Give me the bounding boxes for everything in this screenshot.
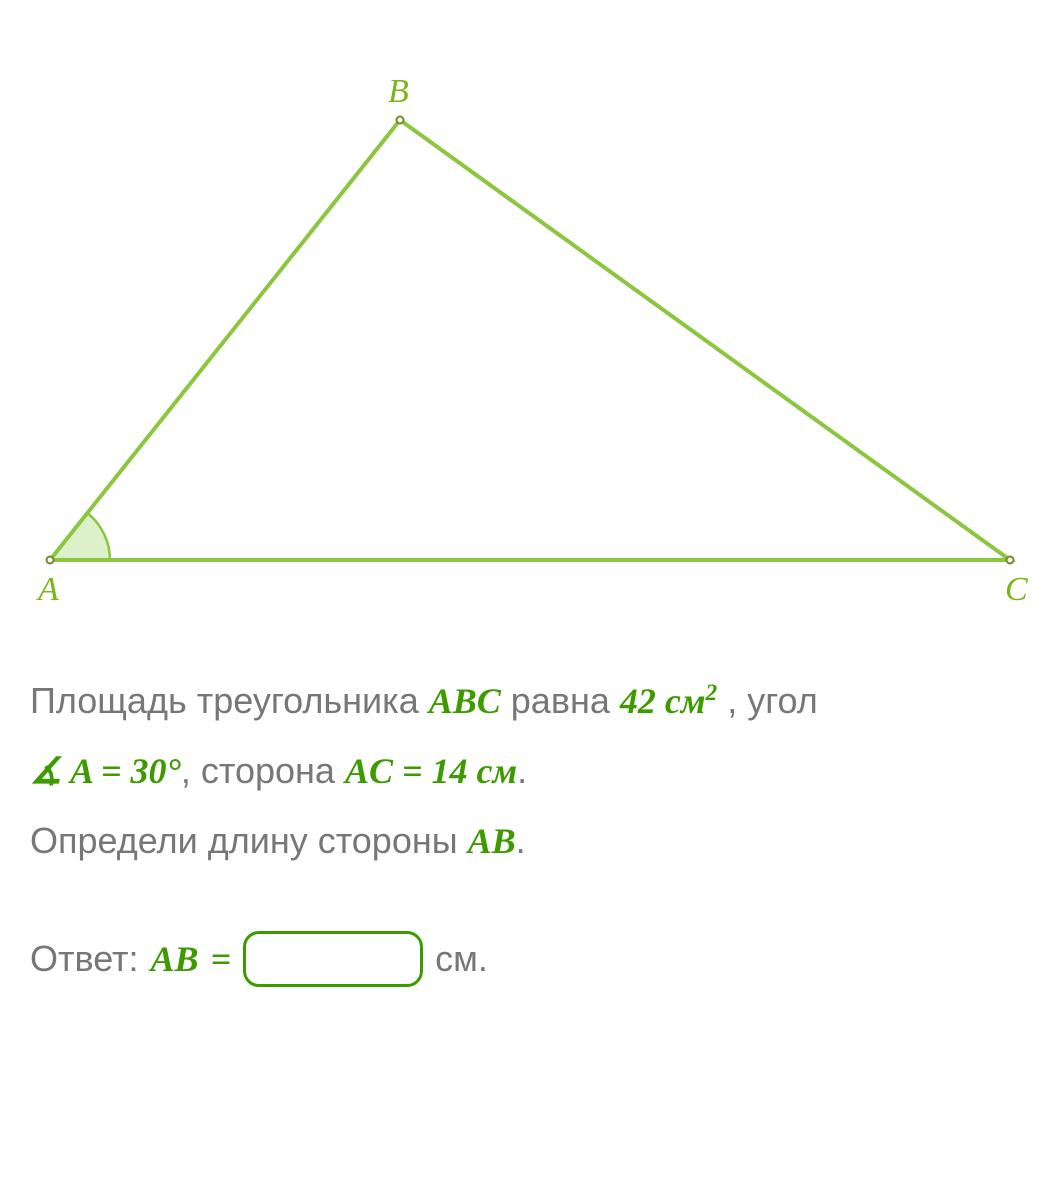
text-segment: , угол (717, 680, 818, 721)
problem-line-2: ∡ A = 30°, сторона AC = 14 см. (30, 740, 1034, 802)
angle-value: 30° (130, 751, 180, 791)
side-value: 14 см (432, 751, 518, 791)
side-name: AC (345, 751, 393, 791)
side-name: AB (468, 821, 516, 861)
vertex-dot-c (1007, 557, 1014, 564)
answer-section: Ответ: AB = см. (0, 881, 1064, 987)
text-segment: . (517, 750, 527, 791)
text-segment: Определи длину стороны (30, 820, 468, 861)
eq-sign: = (92, 751, 131, 791)
vertex-label-a: A (36, 571, 59, 608)
area-value: 42 см2 (620, 681, 717, 721)
answer-var: AB (151, 938, 199, 980)
vertex-label-c: C (1005, 571, 1028, 608)
answer-label: Ответ: (30, 938, 139, 980)
eq-sign: = (393, 751, 432, 791)
text-segment: Площадь треугольника (30, 680, 429, 721)
area-num: 42 см (620, 681, 706, 721)
area-exp: 2 (706, 680, 718, 706)
triangle-outline (50, 120, 1010, 560)
text-segment: . (516, 820, 526, 861)
answer-input[interactable] (243, 931, 423, 987)
vertex-label-b: B (388, 73, 409, 110)
angle-var: A (70, 751, 92, 791)
triangle-svg: A B C (0, 0, 1064, 650)
vertex-dot-b (397, 117, 404, 124)
angle-symbol: ∡ (30, 751, 70, 791)
text-segment: равна (501, 680, 620, 721)
problem-line-3: Определи длину стороны AB. (30, 810, 1034, 872)
triangle-diagram: A B C (0, 0, 1064, 650)
triangle-name: ABC (429, 681, 501, 721)
problem-text: Площадь треугольника ABC равна 42 см2 , … (0, 650, 1064, 873)
text-segment: , сторона (181, 750, 345, 791)
answer-unit: см. (435, 938, 488, 980)
problem-line-1: Площадь треугольника ABC равна 42 см2 , … (30, 670, 1034, 732)
vertex-dot-a (47, 557, 54, 564)
eq-sign: = (211, 938, 232, 980)
